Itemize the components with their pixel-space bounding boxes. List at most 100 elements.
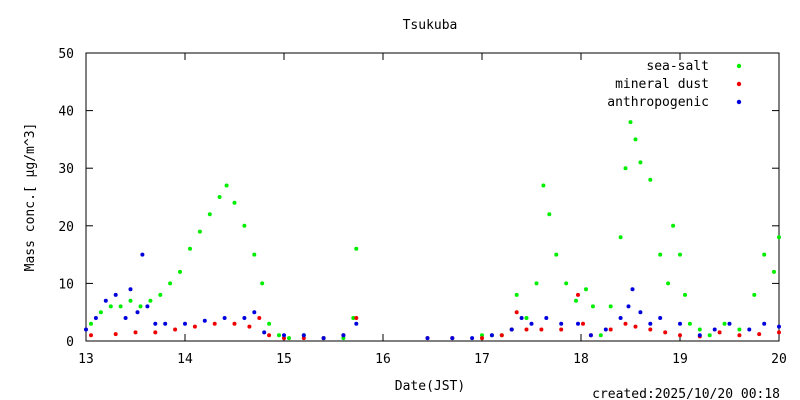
point-anthropogenic: [84, 327, 88, 332]
point-mineral-dust: [257, 316, 262, 320]
point-sea-salt: [341, 336, 346, 341]
point-mineral-dust: [633, 324, 638, 329]
point-anthropogenic: [630, 287, 635, 292]
point-sea-salt: [687, 321, 692, 326]
point-mineral-dust: [608, 327, 613, 332]
point-sea-salt: [574, 298, 578, 303]
point-mineral-dust: [301, 336, 306, 341]
x-tick-label: 20: [771, 352, 787, 367]
point-anthropogenic: [658, 316, 663, 320]
point-anthropogenic: [618, 316, 623, 320]
point-anthropogenic: [747, 327, 752, 332]
x-tick-label: 13: [78, 352, 94, 367]
point-sea-salt: [683, 292, 687, 297]
point-mineral-dust: [499, 333, 504, 338]
point-sea-salt: [524, 316, 529, 320]
point-anthropogenic: [489, 333, 494, 338]
point-sea-salt: [777, 235, 781, 240]
point-anthropogenic: [638, 310, 643, 315]
plot-frame: [85, 52, 780, 342]
point-mineral-dust: [113, 332, 118, 337]
point-anthropogenic: [603, 327, 608, 332]
point-sea-salt: [628, 120, 633, 125]
point-anthropogenic: [341, 333, 346, 338]
y-tick-label: 40: [58, 105, 74, 120]
point-sea-salt: [260, 281, 265, 286]
point-sea-salt: [138, 304, 143, 309]
point-sea-salt: [534, 281, 539, 286]
point-sea-salt: [598, 333, 603, 338]
point-mineral-dust: [663, 330, 668, 335]
point-anthropogenic: [626, 304, 631, 309]
point-sea-salt: [178, 269, 182, 274]
point-sea-salt: [648, 177, 653, 182]
legend-marker-anthropogenic: [736, 99, 742, 105]
y-tick-label: 50: [58, 47, 74, 62]
point-sea-salt: [678, 252, 682, 257]
point-anthropogenic: [321, 336, 326, 341]
point-anthropogenic: [153, 321, 158, 326]
point-sea-salt: [89, 321, 93, 326]
point-sea-salt: [638, 160, 643, 165]
point-mineral-dust: [514, 310, 519, 315]
point-sea-salt: [547, 212, 552, 217]
point-sea-salt: [707, 333, 712, 338]
y-tick-label: 20: [58, 220, 74, 235]
point-sea-salt: [217, 195, 222, 199]
point-mineral-dust: [153, 330, 158, 335]
point-sea-salt: [514, 292, 519, 297]
point-sea-salt: [623, 166, 628, 171]
point-anthropogenic: [163, 321, 168, 326]
point-sea-salt: [697, 327, 702, 332]
x-tick-label: 14: [177, 352, 193, 367]
y-tick-label: 10: [58, 277, 74, 292]
point-sea-salt: [224, 183, 229, 188]
point-sea-salt: [584, 287, 588, 292]
point-sea-salt: [658, 252, 663, 257]
legend-label-sea-salt: sea-salt: [646, 59, 709, 74]
point-mineral-dust: [247, 324, 252, 329]
point-anthropogenic: [128, 287, 133, 292]
point-anthropogenic: [103, 298, 108, 303]
point-anthropogenic: [712, 327, 717, 332]
point-sea-salt: [608, 304, 613, 309]
x-axis-label: Date(JST): [395, 379, 465, 394]
point-sea-salt: [666, 281, 671, 286]
point-sea-salt: [737, 327, 742, 332]
point-mineral-dust: [133, 330, 138, 335]
point-sea-salt: [197, 229, 202, 234]
point-anthropogenic: [222, 316, 227, 320]
point-anthropogenic: [202, 318, 207, 323]
legend-label-mineral-dust: mineral dust: [615, 77, 709, 92]
point-anthropogenic: [183, 321, 187, 326]
point-mineral-dust: [576, 292, 580, 297]
point-mineral-dust: [192, 324, 197, 329]
point-anthropogenic: [140, 252, 145, 257]
point-mineral-dust: [480, 336, 484, 341]
point-sea-salt: [207, 212, 212, 217]
y-tick-label: 0: [66, 335, 74, 350]
point-sea-salt: [158, 292, 163, 297]
x-tick-label: 15: [276, 352, 292, 367]
point-mineral-dust: [717, 330, 722, 335]
point-mineral-dust: [757, 332, 762, 337]
point-sea-salt: [98, 310, 103, 315]
point-mineral-dust: [678, 333, 682, 338]
point-anthropogenic: [777, 324, 781, 329]
point-mineral-dust: [623, 321, 628, 326]
point-sea-salt: [564, 281, 569, 286]
chart-title: Tsukuba: [403, 18, 458, 33]
point-anthropogenic: [123, 316, 128, 320]
point-mineral-dust: [559, 327, 564, 332]
point-mineral-dust: [267, 333, 272, 338]
point-sea-salt: [480, 333, 484, 338]
point-sea-salt: [722, 321, 727, 326]
point-anthropogenic: [576, 321, 580, 326]
legend: sea-salt mineral dust anthropogenic: [607, 59, 742, 110]
point-anthropogenic: [252, 310, 257, 315]
created-annotation: created:2025/10/20 00:18: [592, 387, 780, 400]
point-sea-salt: [772, 269, 776, 274]
point-sea-salt: [351, 316, 356, 320]
point-anthropogenic: [727, 321, 732, 326]
